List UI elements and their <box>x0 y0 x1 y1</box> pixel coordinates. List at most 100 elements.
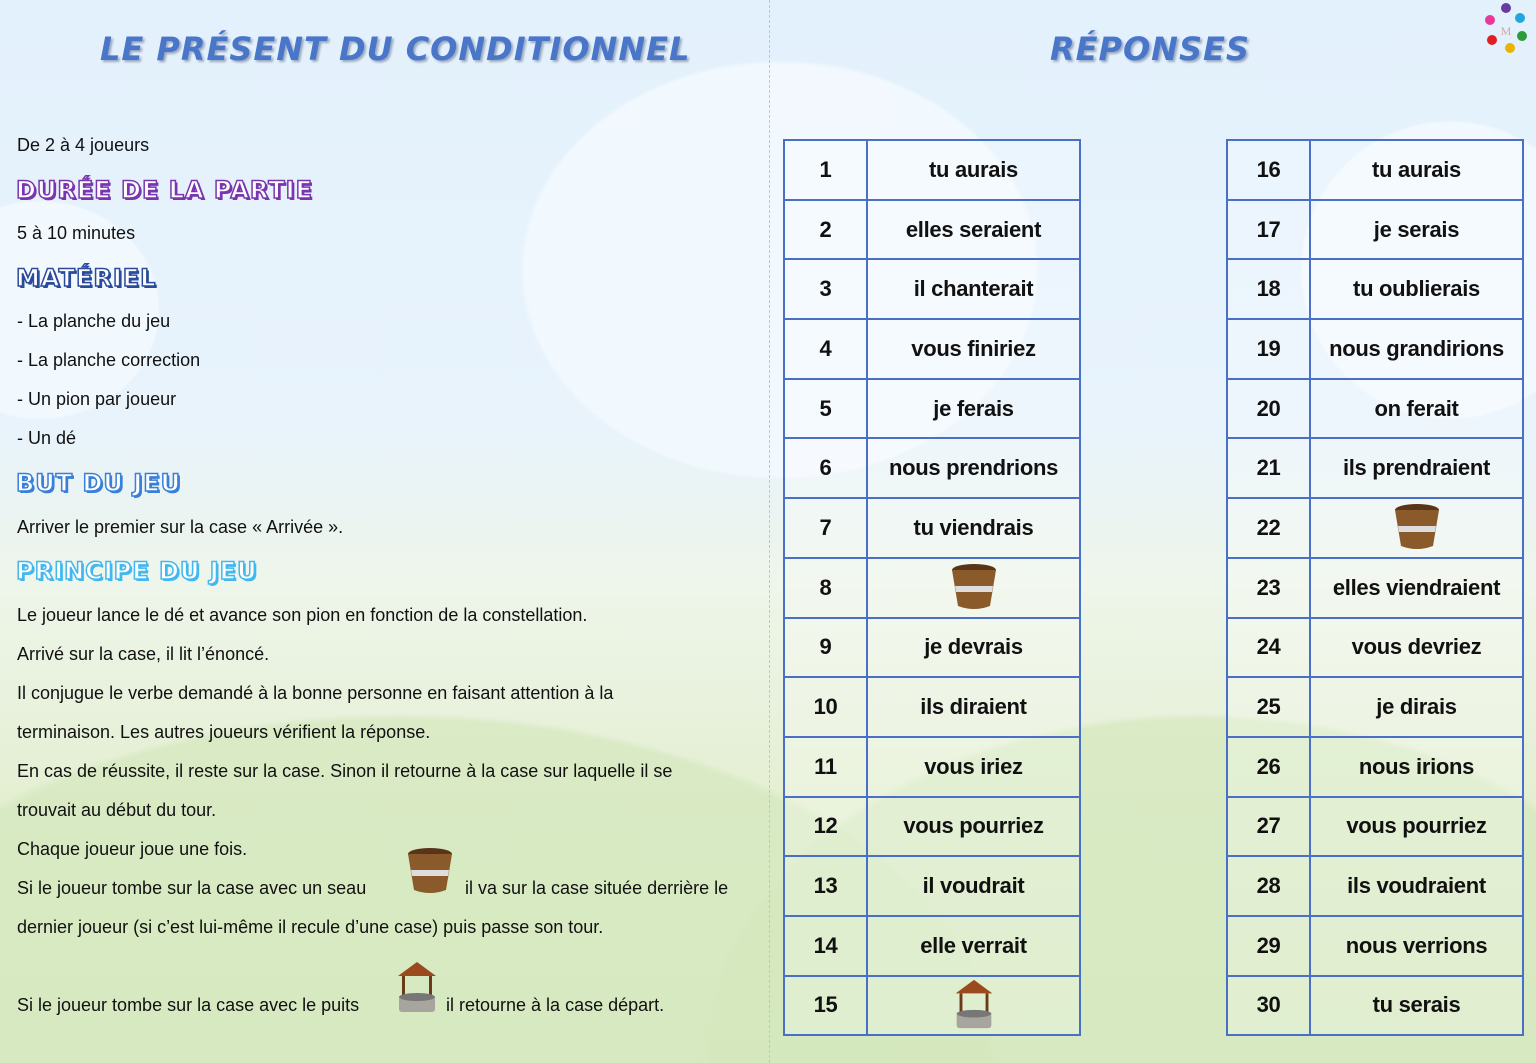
answer-row: 14 elle verrait <box>783 914 1081 977</box>
answer-number: 6 <box>783 437 868 500</box>
answer-row: 4 vous finiriez <box>783 318 1081 380</box>
well-icon <box>955 980 992 1029</box>
page-divider <box>769 0 770 1063</box>
answer-number: 25 <box>1226 676 1311 738</box>
answer-row: 15 <box>783 974 1081 1037</box>
answers-table-1: 1 tu aurais 2 elles seraient 3 il chanterait 4… <box>783 139 1081 1037</box>
answer-number: 19 <box>1226 318 1311 380</box>
answer-text <box>1309 497 1524 559</box>
rules-line: trouvait au début du tour. <box>17 800 217 820</box>
answer-text <box>866 556 1081 619</box>
answer-text: vous pourriez <box>1309 795 1524 858</box>
answer-text: je devrais <box>866 616 1081 679</box>
answer-text: tu aurais <box>866 139 1081 201</box>
answer-number: 22 <box>1226 497 1311 559</box>
answer-text: vous devriez <box>1309 616 1524 679</box>
answer-row: 24 vous devriez <box>1226 616 1524 679</box>
answer-row: 23 elles viendraient <box>1226 556 1524 619</box>
answer-number: 24 <box>1226 616 1311 679</box>
answer-number: 2 <box>783 198 868 261</box>
logo: M <box>1485 3 1527 53</box>
answer-text: on ferait <box>1309 377 1524 440</box>
answer-number: 10 <box>783 676 868 738</box>
well-rule-a: Si le joueur tombe sur la case avec le p… <box>17 995 360 1015</box>
answer-row: 26 nous irions <box>1226 735 1524 798</box>
answers-title: RÉPONSES <box>1050 30 1250 68</box>
answer-row: 20 on ferait <box>1226 377 1524 440</box>
duration-text: 5 à 10 minutes <box>17 223 136 243</box>
bucket-rule-b: il va sur la case située derrière le <box>465 878 729 898</box>
answer-text: ils prendraient <box>1309 437 1524 500</box>
answer-row: 16 tu aurais <box>1226 139 1524 201</box>
answer-text: il voudrait <box>866 855 1081 917</box>
rules-line: Le joueur lance le dé et avance son pion… <box>17 605 588 625</box>
answer-row: 28 ils voudraient <box>1226 855 1524 917</box>
bucket-rule-a: Si le joueur tombe sur la case avec un s… <box>17 878 367 898</box>
answer-number: 5 <box>783 377 868 440</box>
answer-row: 22 <box>1226 497 1524 559</box>
answer-number: 29 <box>1226 914 1311 977</box>
answer-text: tu viendrais <box>866 497 1081 559</box>
rules-line: En cas de réussite, il reste sur la case… <box>17 761 673 781</box>
answer-row: 30 tu serais <box>1226 974 1524 1037</box>
answer-text: nous verrions <box>1309 914 1524 977</box>
answer-row: 27 vous pourriez <box>1226 795 1524 858</box>
answer-row: 3 il chanterait <box>783 258 1081 321</box>
answer-number: 28 <box>1226 855 1311 917</box>
answer-number: 11 <box>783 735 868 798</box>
material-item: - La planche du jeu <box>17 311 171 331</box>
answer-number: 16 <box>1226 139 1311 201</box>
answer-text: elle verrait <box>866 914 1081 977</box>
answer-text: tu serais <box>1309 974 1524 1037</box>
answer-text <box>866 974 1081 1037</box>
answer-row: 7 tu viendrais <box>783 497 1081 559</box>
material-item: - Un pion par joueur <box>17 389 177 409</box>
answer-row: 2 elles seraient <box>783 198 1081 261</box>
answer-text: elles viendraient <box>1309 556 1524 619</box>
answer-text: nous prendrions <box>866 437 1081 500</box>
answer-row: 6 nous prendrions <box>783 437 1081 500</box>
answer-row: 5 je ferais <box>783 377 1081 440</box>
answer-number: 12 <box>783 795 868 858</box>
well-rule-b: il retourne à la case départ. <box>446 995 665 1015</box>
answer-text: nous irions <box>1309 735 1524 798</box>
answer-row: 21 ils prendraient <box>1226 437 1524 500</box>
well-icon <box>398 962 436 1012</box>
answer-row: 11 vous iriez <box>783 735 1081 798</box>
answer-number: 8 <box>783 556 868 619</box>
answer-number: 3 <box>783 258 868 321</box>
goal-text: Arriver le premier sur la case « Arrivée… <box>17 517 344 537</box>
bucket-icon <box>1394 503 1439 549</box>
answer-row: 29 nous verrions <box>1226 914 1524 977</box>
answer-text: vous finiriez <box>866 318 1081 380</box>
answer-text: ils diraient <box>866 676 1081 738</box>
bucket-rule-c: dernier joueur (si c’est lui-même il rec… <box>17 917 604 937</box>
answer-number: 27 <box>1226 795 1311 858</box>
answer-number: 14 <box>783 914 868 977</box>
answer-row: 13 il voudrait <box>783 855 1081 917</box>
answer-text: nous grandirions <box>1309 318 1524 380</box>
answer-number: 17 <box>1226 198 1311 261</box>
answer-number: 9 <box>783 616 868 679</box>
duration-heading: DURÉE DE LA PARTIE <box>15 175 313 205</box>
answer-row: 12 vous pourriez <box>783 795 1081 858</box>
material-item: - Un dé <box>17 428 77 448</box>
answer-number: 30 <box>1226 974 1311 1037</box>
answers-table-2: 16 tu aurais 17 je serais 18 tu oublierais 19 n… <box>1226 139 1524 1037</box>
answer-number: 26 <box>1226 735 1311 798</box>
answer-number: 1 <box>783 139 868 201</box>
answer-text: je dirais <box>1309 676 1524 738</box>
answer-text: ils voudraient <box>1309 855 1524 917</box>
material-heading: MATÉRIEL <box>15 263 157 293</box>
answer-row: 10 ils diraient <box>783 676 1081 738</box>
answer-number: 20 <box>1226 377 1311 440</box>
answer-number: 21 <box>1226 437 1311 500</box>
answer-row: 9 je devrais <box>783 616 1081 679</box>
answer-number: 4 <box>783 318 868 380</box>
rules-line: Il conjugue le verbe demandé à la bonne … <box>17 683 614 703</box>
answer-text: je serais <box>1309 198 1524 261</box>
rules-line: Arrivé sur la case, il lit l’énoncé. <box>17 644 270 664</box>
answer-text: je ferais <box>866 377 1081 440</box>
svg-text:M: M <box>1501 24 1512 38</box>
answer-row: 8 <box>783 556 1081 619</box>
